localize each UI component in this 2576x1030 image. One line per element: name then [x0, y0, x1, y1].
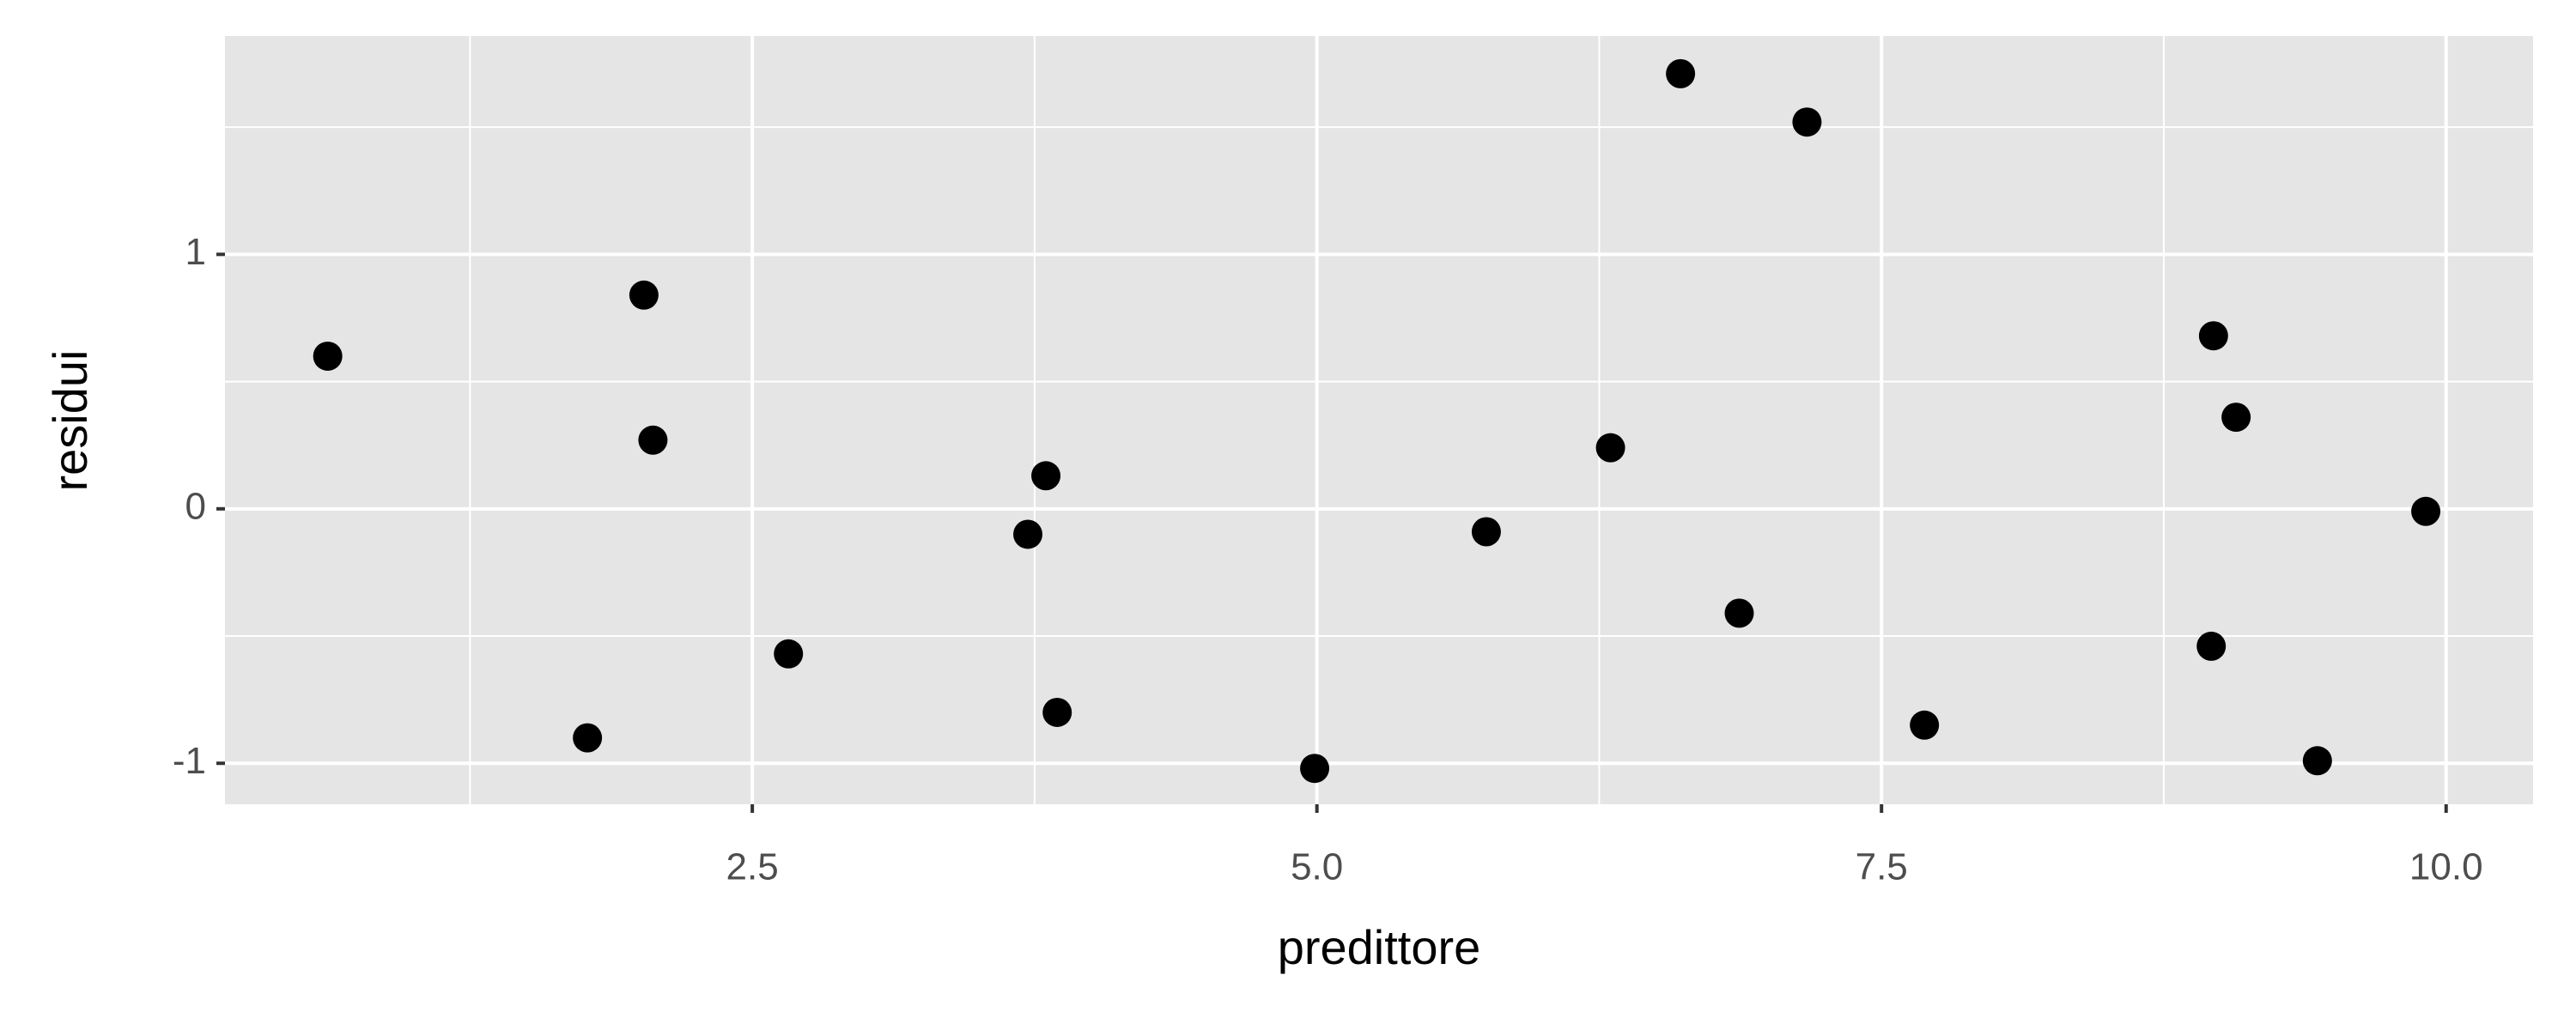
point	[1031, 461, 1061, 491]
point	[629, 280, 659, 310]
point	[313, 341, 343, 371]
y-axis-title: residui	[43, 350, 97, 492]
point	[2198, 321, 2228, 351]
x-tick-label: 5.0	[1291, 846, 1343, 888]
point	[1042, 697, 1072, 727]
y-tick-label: 0	[185, 485, 206, 527]
point	[2221, 403, 2251, 433]
point	[1910, 710, 1940, 740]
x-tick-label: 2.5	[726, 846, 779, 888]
point	[1595, 433, 1625, 463]
point	[1300, 754, 1330, 784]
point	[2411, 496, 2441, 526]
point	[2196, 631, 2227, 661]
point	[573, 723, 603, 753]
point	[1792, 107, 1822, 137]
y-tick-label: 1	[185, 231, 206, 273]
point	[1013, 519, 1043, 549]
point	[1724, 598, 1754, 628]
point	[1471, 517, 1501, 547]
point	[2302, 746, 2332, 776]
point	[638, 425, 668, 455]
point	[1666, 58, 1696, 88]
point	[774, 639, 804, 669]
x-tick-label: 7.5	[1856, 846, 1908, 888]
panel	[225, 36, 2533, 804]
x-tick-label: 10.0	[2409, 846, 2483, 888]
y-tick-label: -1	[173, 740, 206, 782]
x-axis-title: predittore	[1278, 920, 1481, 974]
